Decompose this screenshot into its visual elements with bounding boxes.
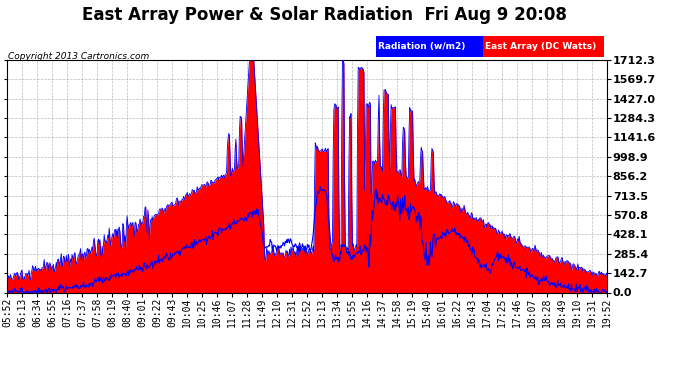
Text: East Array Power & Solar Radiation  Fri Aug 9 20:08: East Array Power & Solar Radiation Fri A… xyxy=(82,6,566,24)
Text: Copyright 2013 Cartronics.com: Copyright 2013 Cartronics.com xyxy=(8,52,150,61)
Text: East Array (DC Watts): East Array (DC Watts) xyxy=(485,42,596,51)
Text: Radiation (w/m2): Radiation (w/m2) xyxy=(378,42,466,51)
